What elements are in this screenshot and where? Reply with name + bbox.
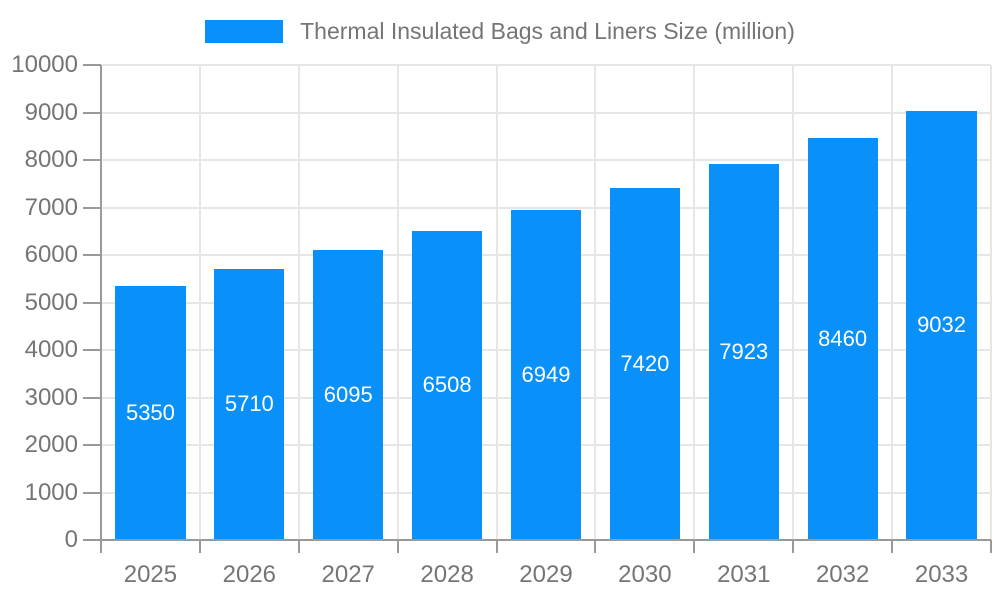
- x-axis-tick: [990, 540, 992, 553]
- x-axis-tick: [100, 540, 102, 553]
- bar-value-label: 6095: [323, 382, 373, 408]
- bar: [609, 187, 680, 540]
- bar-value-label: 7923: [719, 338, 769, 364]
- y-axis-tick-label: 9000: [24, 98, 78, 126]
- y-axis-tick: [83, 396, 101, 399]
- v-gridline: [396, 65, 399, 540]
- bar-value-label: 6508: [422, 372, 472, 398]
- x-axis-tick: [495, 540, 498, 553]
- x-axis-tick: [198, 540, 201, 553]
- y-axis-tick-label: 10000: [11, 51, 78, 78]
- x-axis-tick-label: 2028: [420, 561, 474, 588]
- y-axis-line: [100, 65, 102, 540]
- x-axis-tick: [396, 540, 399, 553]
- y-axis-tick-label: 7000: [24, 193, 78, 221]
- y-axis-tick-label: 5000: [24, 288, 78, 316]
- chart-title: Thermal Insulated Bags and Liners Size (…: [300, 17, 795, 44]
- y-axis-tick-label: 0: [64, 526, 78, 553]
- v-gridline: [792, 65, 795, 540]
- v-gridline: [594, 65, 597, 540]
- x-axis-line: [93, 539, 991, 541]
- bar: [412, 230, 483, 540]
- v-gridline: [990, 65, 992, 540]
- bar-value-label: 5350: [125, 399, 175, 425]
- x-axis-tick: [792, 540, 795, 553]
- v-gridline: [693, 65, 696, 540]
- x-axis-tick: [891, 540, 894, 553]
- x-axis-tick: [693, 540, 696, 553]
- x-axis-tick: [297, 540, 300, 553]
- bar: [906, 110, 977, 540]
- h-gridline: [101, 159, 991, 161]
- legend-swatch: [205, 19, 284, 43]
- y-axis-tick: [83, 349, 101, 351]
- h-gridline: [101, 206, 991, 209]
- bar: [807, 138, 878, 540]
- bar: [708, 163, 779, 540]
- bar: [313, 250, 384, 540]
- y-axis-tick: [83, 254, 101, 256]
- y-axis-tick: [83, 491, 101, 494]
- bar-value-label: 5710: [224, 391, 274, 417]
- y-axis-tick: [83, 64, 101, 66]
- y-axis-tick-label: 4000: [24, 336, 78, 363]
- y-axis-tick-label: 6000: [24, 241, 78, 268]
- x-axis-tick-label: 2029: [519, 561, 573, 588]
- h-gridline: [101, 111, 991, 114]
- y-axis-tick: [83, 444, 101, 446]
- bar-value-label: 6949: [521, 361, 571, 387]
- bar: [510, 209, 582, 540]
- bar-value-label: 8460: [818, 326, 868, 352]
- bar: [115, 285, 186, 540]
- y-axis-tick-label: 2000: [24, 431, 78, 458]
- bar-value-label: 7420: [620, 350, 670, 376]
- y-axis-tick-label: 1000: [24, 478, 78, 506]
- x-axis-tick-label: 2031: [717, 561, 771, 588]
- bar: [214, 268, 285, 540]
- v-gridline: [297, 65, 300, 540]
- y-axis-tick: [83, 206, 101, 209]
- x-axis-tick-label: 2027: [321, 561, 375, 588]
- y-axis-tick: [83, 301, 101, 304]
- y-axis-tick: [83, 111, 101, 114]
- x-axis-tick-label: 2032: [815, 561, 870, 588]
- y-axis-tick: [83, 539, 101, 541]
- y-axis-tick: [83, 159, 101, 161]
- x-axis-tick-label: 2025: [123, 561, 178, 588]
- x-axis-tick-label: 2033: [914, 561, 969, 588]
- v-gridline: [891, 65, 894, 540]
- x-axis-tick-label: 2026: [222, 561, 277, 588]
- y-axis-tick-label: 8000: [24, 146, 78, 173]
- v-gridline: [495, 65, 498, 540]
- legend: Thermal Insulated Bags and Liners Size (…: [0, 16, 1000, 46]
- x-axis-tick-label: 2030: [618, 561, 672, 588]
- h-gridline: [101, 64, 991, 66]
- v-gridline: [198, 65, 201, 540]
- bar-value-label: 9032: [917, 312, 967, 338]
- y-axis-tick-label: 3000: [24, 383, 78, 411]
- x-axis-tick: [594, 540, 597, 553]
